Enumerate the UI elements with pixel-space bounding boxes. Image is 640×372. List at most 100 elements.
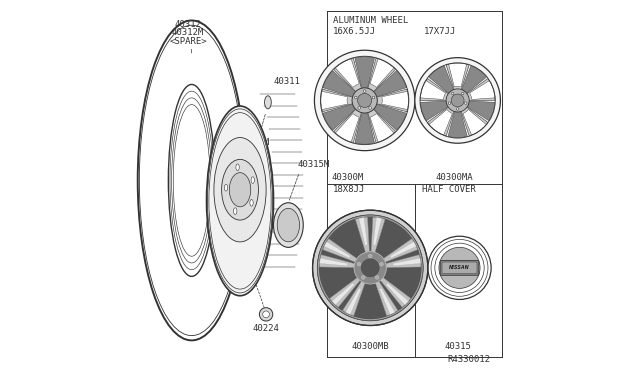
Wedge shape — [330, 278, 360, 307]
Wedge shape — [470, 81, 495, 99]
Text: 40312M: 40312M — [172, 28, 204, 37]
Wedge shape — [370, 113, 394, 142]
Wedge shape — [368, 109, 396, 142]
Wedge shape — [319, 258, 348, 266]
Text: ALUMINUM WHEEL: ALUMINUM WHEEL — [333, 16, 408, 25]
Wedge shape — [448, 109, 467, 138]
Circle shape — [415, 58, 500, 143]
Wedge shape — [376, 281, 398, 316]
Circle shape — [362, 276, 365, 279]
Circle shape — [262, 311, 269, 318]
Wedge shape — [386, 255, 421, 267]
Wedge shape — [393, 258, 420, 266]
Wedge shape — [321, 92, 348, 109]
Wedge shape — [461, 106, 488, 136]
Text: 40300MA: 40300MA — [436, 173, 474, 182]
Circle shape — [465, 102, 467, 104]
Circle shape — [456, 108, 459, 110]
Wedge shape — [359, 218, 367, 246]
Circle shape — [369, 254, 372, 258]
Ellipse shape — [250, 199, 253, 206]
Text: HALF COVER: HALF COVER — [422, 185, 476, 194]
Text: 40300M: 40300M — [332, 173, 364, 182]
Ellipse shape — [221, 159, 259, 220]
Wedge shape — [332, 283, 355, 305]
Wedge shape — [333, 109, 362, 142]
Wedge shape — [374, 104, 406, 130]
Wedge shape — [374, 71, 406, 97]
Wedge shape — [386, 283, 408, 305]
Text: 40311: 40311 — [273, 77, 300, 86]
Circle shape — [358, 107, 360, 109]
Ellipse shape — [234, 208, 237, 214]
Circle shape — [352, 88, 377, 113]
Wedge shape — [319, 255, 355, 267]
Wedge shape — [355, 113, 374, 144]
Text: <SPARE>: <SPARE> — [169, 37, 207, 46]
Wedge shape — [346, 288, 361, 315]
Wedge shape — [323, 239, 357, 262]
Text: 40312: 40312 — [175, 20, 202, 29]
Wedge shape — [449, 63, 467, 87]
Wedge shape — [465, 101, 495, 121]
Wedge shape — [373, 218, 381, 246]
Ellipse shape — [138, 20, 246, 340]
Text: NISSAN: NISSAN — [449, 265, 470, 270]
Wedge shape — [428, 106, 455, 136]
Wedge shape — [324, 242, 351, 258]
Ellipse shape — [251, 177, 255, 183]
Wedge shape — [333, 58, 362, 92]
Text: 40315: 40315 — [445, 342, 472, 351]
Wedge shape — [377, 89, 408, 112]
Wedge shape — [323, 71, 355, 97]
Ellipse shape — [168, 84, 215, 276]
Wedge shape — [420, 101, 450, 121]
Wedge shape — [465, 78, 495, 100]
Wedge shape — [342, 281, 365, 316]
Circle shape — [446, 89, 469, 112]
Wedge shape — [323, 104, 355, 130]
Wedge shape — [446, 63, 469, 92]
Circle shape — [358, 93, 372, 108]
Circle shape — [317, 215, 423, 321]
Circle shape — [357, 262, 361, 266]
Text: 18X8JJ: 18X8JJ — [333, 185, 365, 194]
Ellipse shape — [214, 138, 266, 242]
Circle shape — [428, 236, 491, 299]
Circle shape — [369, 107, 371, 109]
Text: 40224: 40224 — [253, 324, 280, 333]
Wedge shape — [390, 242, 416, 258]
Text: R4330012: R4330012 — [447, 355, 490, 364]
Circle shape — [439, 247, 480, 288]
Wedge shape — [420, 81, 445, 99]
Circle shape — [372, 96, 375, 99]
Ellipse shape — [236, 164, 239, 171]
Circle shape — [355, 96, 357, 99]
Wedge shape — [383, 239, 417, 262]
Ellipse shape — [277, 208, 300, 242]
Wedge shape — [429, 66, 454, 94]
Wedge shape — [380, 278, 411, 307]
Ellipse shape — [207, 106, 273, 296]
Text: 17X7JJ: 17X7JJ — [424, 27, 456, 36]
Wedge shape — [380, 288, 395, 315]
Ellipse shape — [229, 173, 251, 207]
Wedge shape — [335, 59, 359, 87]
Circle shape — [448, 102, 451, 104]
FancyBboxPatch shape — [440, 260, 479, 275]
Circle shape — [364, 90, 366, 92]
Text: 40300M: 40300M — [237, 138, 269, 147]
Text: 16X6.5JJ: 16X6.5JJ — [333, 27, 376, 36]
Wedge shape — [371, 217, 385, 252]
Text: 40315M: 40315M — [298, 160, 330, 169]
Wedge shape — [368, 58, 396, 92]
Ellipse shape — [225, 185, 228, 191]
Circle shape — [314, 50, 415, 151]
Wedge shape — [429, 109, 452, 135]
Wedge shape — [355, 217, 369, 252]
Circle shape — [312, 210, 428, 326]
Wedge shape — [355, 57, 374, 88]
FancyBboxPatch shape — [442, 262, 477, 274]
Wedge shape — [370, 59, 394, 87]
Wedge shape — [335, 113, 359, 142]
